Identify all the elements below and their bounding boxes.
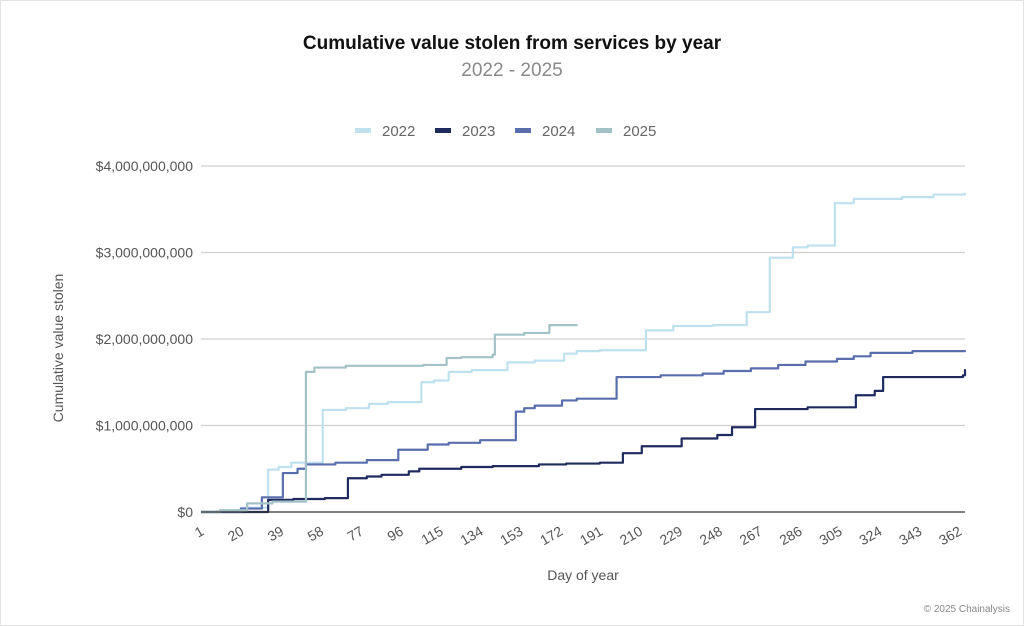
x-tick-label: 96: [384, 523, 406, 545]
chart-subtitle: 2022 - 2025: [461, 60, 563, 81]
x-tick-label: 305: [816, 523, 844, 549]
x-tick-label: 134: [457, 523, 485, 549]
chart-title: Cumulative value stolen from services by…: [302, 33, 722, 54]
x-tick-label: 248: [697, 523, 725, 549]
series-line-2023: [201, 369, 967, 514]
x-tick-label: 115: [418, 523, 446, 548]
x-tick-label: 20: [225, 523, 247, 545]
series-line-2025: [201, 324, 578, 514]
legend-label-2023: 2023: [462, 123, 495, 140]
x-tick-label: 286: [776, 523, 804, 549]
x-tick-label: 153: [497, 523, 525, 549]
x-tick-label: 172: [537, 523, 565, 549]
y-tick-label: $0: [177, 504, 193, 520]
x-tick-label: 362: [936, 523, 964, 549]
series-line-2024: [201, 350, 967, 514]
copyright: © 2025 Chainalysis: [923, 604, 1010, 615]
x-tick-label: 39: [265, 523, 287, 545]
y-tick-label: $4,000,000,000: [96, 158, 194, 174]
y-tick-label: $3,000,000,000: [96, 245, 194, 261]
y-tick-label: $2,000,000,000: [96, 331, 194, 347]
x-tick-label: 229: [657, 523, 685, 549]
x-axis-label: Day of year: [547, 567, 619, 583]
x-tick-label: 77: [345, 523, 367, 545]
x-tick-label: 1: [192, 523, 207, 541]
legend-label-2024: 2024: [542, 123, 575, 140]
legend-swatch-2023: [435, 128, 451, 133]
x-tick-label: 58: [305, 523, 327, 545]
legend-swatch-2024: [515, 128, 531, 133]
x-tick-label: 267: [737, 523, 765, 549]
legend-label-2025: 2025: [623, 123, 656, 140]
y-tick-label: $1,000,000,000: [96, 418, 194, 434]
legend-label-2022: 2022: [382, 123, 415, 140]
series-line-2022: [201, 192, 967, 514]
y-axis-label: Cumulative value stolen: [50, 274, 66, 423]
x-tick-label: 324: [856, 523, 884, 549]
legend-swatch-2022: [355, 128, 371, 133]
x-tick-label: 191: [577, 523, 605, 549]
x-tick-label: 343: [896, 523, 924, 549]
x-tick-label: 210: [617, 523, 645, 549]
legend-swatch-2025: [596, 128, 612, 133]
